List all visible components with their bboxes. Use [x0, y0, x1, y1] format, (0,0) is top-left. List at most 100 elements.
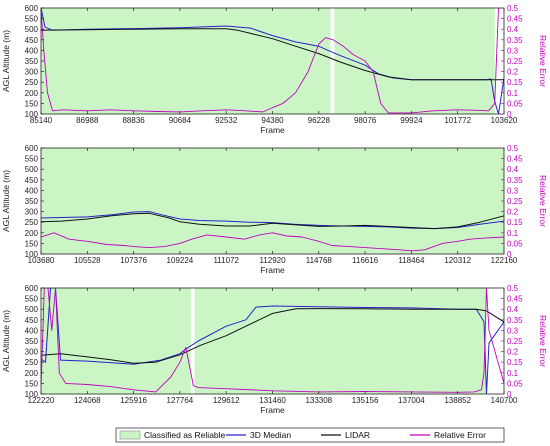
y2-tick-label: 0.45 — [507, 15, 523, 24]
y2-tick-label: 0.2 — [507, 68, 519, 77]
x-tick-label: 92532 — [215, 116, 238, 125]
panel-3: 122220 124068 125916 127764 129612 131460 1333… — [1, 284, 548, 415]
series-group — [41, 211, 504, 252]
y-tick-label: 250 — [25, 358, 39, 367]
x-tick-label: 137004 — [398, 396, 425, 405]
y-tick-label: 550 — [25, 295, 39, 304]
y-tick-label: 300 — [25, 208, 39, 217]
y-tick-label: 100 — [25, 250, 39, 259]
x-tick-label: 90684 — [169, 116, 192, 125]
y-tick-label: 200 — [25, 369, 39, 378]
series-line-3d-median — [41, 288, 504, 394]
y2-tick-label: 0.05 — [507, 239, 523, 248]
x-tick-label: 103620 — [491, 116, 518, 125]
x-tick-label: 94380 — [261, 116, 284, 125]
x-axis-label: Frame — [260, 125, 285, 135]
legend-label-relative-error: Relative Error — [434, 430, 486, 440]
reliable-span — [41, 148, 504, 254]
x-tick-label: 122220 — [28, 396, 55, 405]
x-tick-label: 129612 — [213, 396, 240, 405]
y2-tick-label: 0.15 — [507, 218, 523, 227]
x-tick-label: 86988 — [76, 116, 99, 125]
y2-tick-label: 0.5 — [507, 284, 519, 293]
reliable-span — [41, 8, 331, 114]
x-tick-label: 103680 — [28, 256, 55, 265]
y-tick-label: 400 — [25, 186, 39, 195]
series-line-relative-error — [41, 8, 504, 114]
y-tick-label: 100 — [25, 110, 39, 119]
y-tick-label: 100 — [25, 390, 39, 399]
x-tick-label: 114768 — [306, 256, 333, 265]
x-tick-label: 118464 — [398, 256, 425, 265]
x-tick-label: 124068 — [74, 396, 101, 405]
y2-tick-label: 0.5 — [507, 4, 519, 13]
y2-axis-label: Relative Error — [538, 315, 548, 367]
x-tick-label: 85140 — [30, 116, 53, 125]
x-tick-label: 111072 — [213, 256, 239, 265]
y-axis-label: AGL Altitude (m) — [1, 30, 11, 92]
x-tick-label: 120312 — [444, 256, 471, 265]
series-group — [41, 8, 504, 114]
y2-tick-label: 0.1 — [507, 89, 519, 98]
y2-tick-label: 0.15 — [507, 358, 523, 367]
y2-tick-label: 0.1 — [507, 229, 519, 238]
x-tick-label: 131460 — [259, 396, 286, 405]
x-axis-label: Frame — [260, 405, 285, 415]
y2-tick-label: 0.3 — [507, 46, 519, 55]
y-tick-label: 500 — [25, 25, 39, 34]
y2-tick-label: 0 — [507, 250, 512, 259]
y-tick-label: 450 — [25, 316, 39, 325]
y2-tick-label: 0.25 — [507, 197, 523, 206]
y2-tick-label: 0.35 — [507, 36, 523, 45]
y-axis-label: AGL Altitude (m) — [1, 170, 11, 232]
x-tick-label: 107376 — [120, 256, 147, 265]
series-line-relative-error — [41, 288, 504, 393]
x-tick-label: 138852 — [444, 396, 471, 405]
y2-tick-label: 0.2 — [507, 208, 519, 217]
legend: Classified as Reliable 3D Median LIDAR Rela… — [115, 427, 505, 443]
legend-box — [115, 427, 505, 443]
x-tick-label: 140700 — [491, 396, 518, 405]
series-line-relative-error — [41, 232, 504, 252]
y-tick-label: 350 — [25, 337, 39, 346]
y2-axis-label: Relative Error — [538, 175, 548, 227]
x-tick-label: 135156 — [352, 396, 379, 405]
x-tick-label: 101772 — [444, 116, 471, 125]
y-tick-label: 250 — [25, 218, 39, 227]
x-tick-label: 105528 — [74, 256, 101, 265]
y-tick-label: 400 — [25, 46, 39, 55]
x-tick-label: 96228 — [308, 116, 331, 125]
y2-tick-label: 0.1 — [507, 369, 519, 378]
reliable-span — [334, 8, 495, 114]
x-tick-label: 127764 — [167, 396, 194, 405]
y-tick-label: 150 — [25, 379, 39, 388]
y2-tick-label: 0.05 — [507, 99, 523, 108]
x-tick-label: 116616 — [352, 256, 379, 265]
y-tick-label: 400 — [25, 326, 39, 335]
legend-swatch-classified-as-reliable — [119, 430, 141, 440]
y2-tick-label: 0.2 — [507, 348, 519, 357]
y2-tick-label: 0.4 — [507, 25, 519, 34]
y-tick-label: 300 — [25, 68, 39, 77]
legend-label-classified-as-reliable: Classified as Reliable — [144, 430, 226, 440]
y-tick-label: 550 — [25, 155, 39, 164]
y2-tick-label: 0.25 — [507, 337, 523, 346]
y-tick-label: 500 — [25, 305, 39, 314]
series-line-lidar — [41, 28, 504, 81]
x-tick-label: 109224 — [167, 256, 194, 265]
y2-tick-label: 0.3 — [507, 186, 519, 195]
y2-tick-label: 0.5 — [507, 144, 519, 153]
x-axis-label: Frame — [260, 265, 285, 275]
x-tick-label: 98076 — [354, 116, 377, 125]
legend-label-lidar: LIDAR — [345, 430, 370, 440]
series-line-lidar — [41, 308, 504, 364]
y-tick-label: 200 — [25, 229, 39, 238]
y-tick-label: 550 — [25, 15, 39, 24]
y-tick-label: 300 — [25, 348, 39, 357]
x-tick-label: 133308 — [305, 396, 332, 405]
panel-2: 103680 105528 107376 109224 111072 112920 1147… — [1, 144, 548, 275]
y2-tick-label: 0.45 — [507, 295, 523, 304]
y-axis-label: AGL Altitude (m) — [1, 310, 11, 372]
y-tick-label: 600 — [25, 144, 39, 153]
